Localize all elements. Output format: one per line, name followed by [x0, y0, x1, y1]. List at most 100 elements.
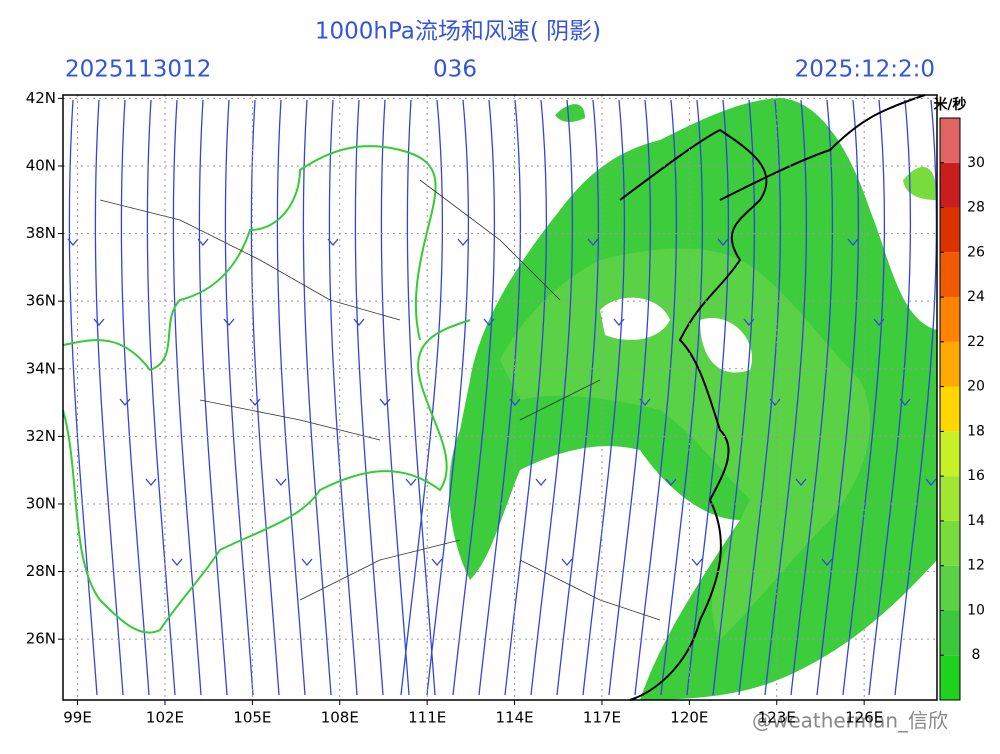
streamline: [172, 99, 202, 696]
flow-arrow: [301, 558, 313, 567]
flow-arrow: [613, 318, 625, 327]
lat-tick-label: 42N: [26, 89, 56, 107]
colorbar-tick-label: 18: [967, 423, 985, 439]
province-border: [62, 145, 437, 372]
valid-time: 2025:12:2:0: [795, 57, 935, 83]
colorbar-segment: [940, 386, 960, 432]
streamline: [276, 99, 306, 696]
colorbar-segment: [940, 162, 960, 208]
lon-tick-label: 117E: [583, 709, 621, 727]
flow-arrow: [639, 398, 651, 407]
flow-arrow: [67, 238, 79, 247]
lat-tick-label: 38N: [26, 224, 56, 242]
lon-tick-label: 105E: [233, 709, 271, 727]
forecast-hour: 036: [433, 57, 477, 83]
flow-arrow: [93, 318, 105, 327]
colorbar-segment: [940, 252, 960, 298]
flow-arrow: [717, 238, 729, 247]
colorbar-segment: [940, 118, 960, 163]
wind-area: [555, 104, 585, 122]
colorbar-tick-label: 26: [967, 244, 985, 260]
colorbar-tick-label: 24: [967, 289, 985, 305]
flow-arrow: [353, 318, 365, 327]
colorbar-tick-label: 12: [967, 558, 985, 574]
wind-area: [903, 166, 937, 200]
coastline: [619, 128, 768, 701]
flow-arrow: [483, 318, 495, 327]
flow-arrow: [327, 238, 339, 247]
flow-arrow: [873, 318, 885, 327]
colorbar-frame: [939, 117, 961, 701]
streamline: [660, 99, 704, 696]
flow-arrow: [119, 398, 131, 407]
flow-arrow: [249, 398, 261, 407]
streamline: [712, 99, 756, 696]
lat-tick-label: 34N: [26, 359, 56, 377]
colorbar-tick-label: 30: [967, 155, 985, 171]
streamline: [426, 99, 470, 696]
colorbar-segment: [940, 341, 960, 387]
streamline: [146, 99, 176, 696]
lat-tick-label: 40N: [26, 156, 56, 174]
streamline: [764, 99, 808, 696]
coastline: [719, 94, 926, 201]
colorbar-segment: [940, 610, 960, 656]
colorbar-segment: [940, 655, 960, 700]
flow-arrow: [171, 558, 183, 567]
watermark: @weatherman_信欣: [752, 709, 948, 733]
streamline: [868, 99, 912, 696]
lon-tick-label: 123E: [758, 709, 796, 727]
streamline: [198, 99, 228, 696]
colorbar-tick-label: 14: [967, 513, 985, 529]
streamline: [556, 99, 600, 696]
colorbar-segment: [940, 431, 960, 477]
lon-tick-label: 102E: [146, 709, 184, 727]
lat-tick-label: 32N: [26, 427, 56, 445]
flow-arrow: [561, 558, 573, 567]
colorbar-tick-label: 28: [967, 200, 985, 216]
flow-arrow: [925, 478, 937, 487]
streamline: [816, 99, 860, 696]
colorbar-unit: 米/秒: [933, 96, 966, 113]
flow-arrow: [223, 318, 235, 327]
streamline: [406, 99, 436, 696]
streamline: [608, 99, 652, 696]
flow-arrow: [899, 398, 911, 407]
calm-area: [700, 318, 752, 373]
flow-arrow: [405, 478, 417, 487]
flow-arrow: [457, 238, 469, 247]
flow-arrow: [535, 478, 547, 487]
flow-arrow: [795, 478, 807, 487]
streamline: [120, 99, 150, 696]
lon-tick-label: 126E: [845, 709, 883, 727]
boundaries: [62, 94, 926, 701]
streamline: [224, 99, 254, 696]
flow-arrow: [197, 238, 209, 247]
colorbar-segment: [940, 207, 960, 253]
streamline: [478, 99, 522, 696]
flow-arrow: [275, 478, 287, 487]
map-frame: [62, 94, 938, 701]
streamline: [354, 99, 384, 696]
map-area: [62, 94, 938, 701]
wind-shading: [449, 98, 937, 700]
flow-arrow: [665, 478, 677, 487]
streamline: [842, 99, 886, 696]
flow-arrow: [379, 398, 391, 407]
flow-arrow: [769, 398, 781, 407]
colorbar-segment: [940, 476, 960, 521]
streamline: [530, 99, 574, 696]
lat-tick-label: 28N: [26, 562, 56, 580]
streamline: [686, 99, 730, 696]
streamline: [400, 99, 444, 696]
lat-tick-label: 36N: [26, 292, 56, 310]
streamline: [634, 99, 678, 696]
streamline: [504, 99, 548, 696]
flow-arrow: [509, 398, 521, 407]
streamline: [894, 99, 938, 696]
colorbar-segment: [940, 520, 960, 566]
streamline: [738, 99, 782, 696]
flow-arrow: [743, 318, 755, 327]
province-border: [62, 319, 471, 634]
